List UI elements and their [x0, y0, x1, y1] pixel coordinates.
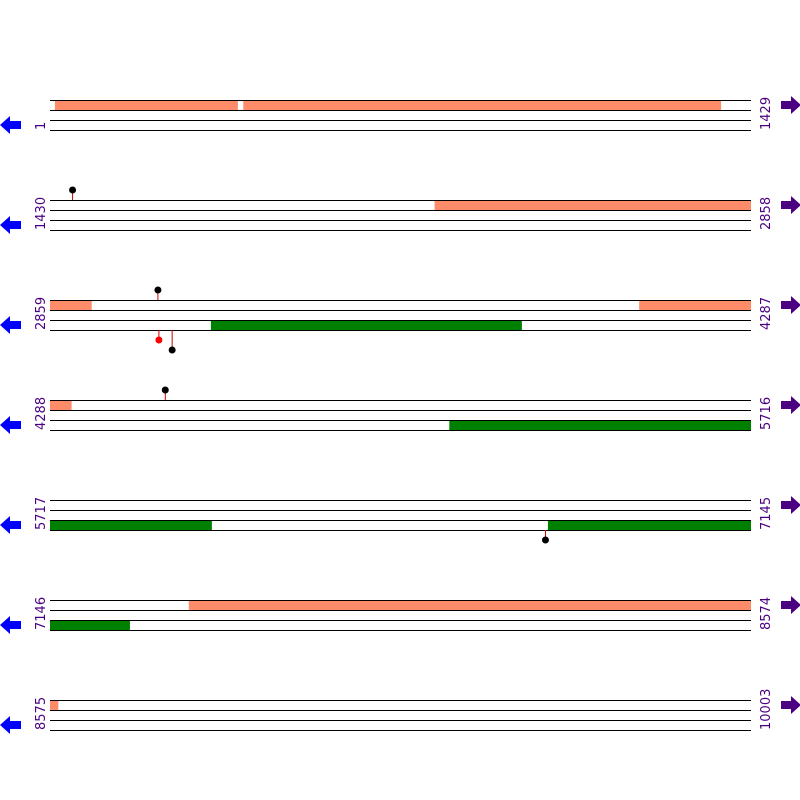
sequence-row: 1 1429	[0, 96, 800, 134]
sequence-row: 4288 5716	[0, 386, 800, 434]
left-arrow-icon[interactable]	[0, 616, 21, 634]
left-arrow-icon[interactable]	[0, 716, 21, 734]
marker-black[interactable]	[69, 186, 77, 194]
left-arrow-icon[interactable]	[0, 316, 21, 334]
row-start-label: 1430	[34, 197, 49, 230]
sequence-row: 1430 2858	[0, 186, 800, 234]
sequence-row: 2859 4287	[0, 286, 800, 354]
feature-green[interactable]	[50, 520, 212, 530]
right-arrow-icon[interactable]	[781, 296, 800, 314]
left-arrow-icon[interactable]	[0, 516, 21, 534]
feature-green[interactable]	[547, 520, 751, 530]
row-start-label: 4288	[34, 397, 49, 430]
row-end-label: 4287	[759, 297, 774, 330]
row-end-label: 7145	[759, 497, 774, 530]
row-end-label: 1429	[759, 97, 774, 130]
left-arrow-icon[interactable]	[0, 216, 21, 234]
feature-green[interactable]	[449, 420, 751, 430]
marker-red[interactable]	[155, 336, 163, 344]
feature-orange[interactable]	[50, 300, 92, 310]
right-arrow-icon[interactable]	[781, 696, 800, 714]
left-arrow-icon[interactable]	[0, 116, 21, 134]
feature-orange[interactable]	[639, 300, 751, 310]
row-start-label: 2859	[34, 297, 49, 330]
row-end-label: 5716	[759, 397, 774, 430]
feature-orange[interactable]	[188, 600, 752, 610]
feature-orange[interactable]	[243, 100, 722, 110]
right-arrow-icon[interactable]	[781, 596, 800, 614]
feature-green[interactable]	[210, 320, 522, 330]
feature-orange[interactable]	[50, 400, 72, 410]
row-start-label: 8575	[34, 697, 49, 730]
marker-black[interactable]	[168, 346, 176, 354]
feature-orange[interactable]	[50, 700, 59, 710]
sequence-row: 8575 10003	[0, 689, 800, 734]
row-end-label: 2858	[759, 197, 774, 230]
sequence-row: 7146 8574	[0, 596, 800, 634]
right-arrow-icon[interactable]	[781, 496, 800, 514]
feature-orange[interactable]	[54, 100, 238, 110]
row-end-label: 10003	[759, 689, 774, 730]
row-start-label: 1	[34, 122, 49, 130]
right-arrow-icon[interactable]	[781, 96, 800, 114]
right-arrow-icon[interactable]	[781, 196, 800, 214]
row-end-label: 8574	[759, 597, 774, 630]
right-arrow-icon[interactable]	[781, 396, 800, 414]
sequence-row: 5717 7145	[0, 496, 800, 544]
row-start-label: 5717	[34, 497, 49, 530]
marker-black[interactable]	[541, 536, 549, 544]
left-arrow-icon[interactable]	[0, 416, 21, 434]
feature-orange[interactable]	[434, 200, 751, 210]
feature-green[interactable]	[50, 620, 130, 630]
marker-black[interactable]	[154, 286, 162, 294]
row-start-label: 7146	[34, 597, 49, 630]
marker-black[interactable]	[161, 386, 169, 394]
